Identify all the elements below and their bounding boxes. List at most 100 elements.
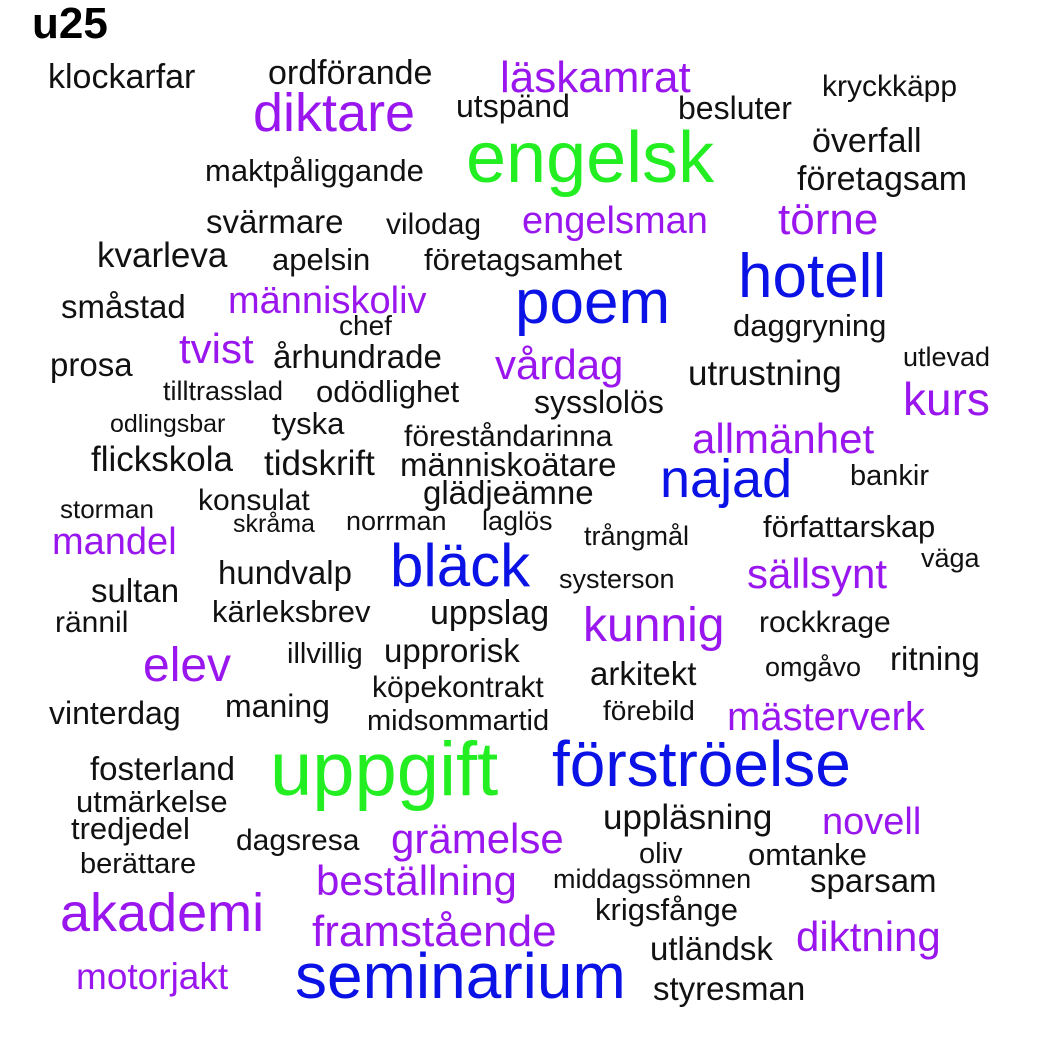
cloud-word: framstående [312,907,557,956]
cloud-word: vinterdag [49,695,181,731]
cloud-word: storman [60,494,154,524]
cloud-word: tredjedel [71,811,190,846]
cloud-word: tidskrift [264,444,375,483]
cloud-word: systerson [559,564,675,594]
cloud-word: företagsam [797,160,968,198]
cloud-word: människoätare [400,446,617,483]
cloud-word: laglös [482,506,553,536]
cloud-word: omgåvo [765,652,862,682]
cloud-word: utspänd [456,88,570,124]
cloud-word: hotell [738,242,887,311]
cloud-word: apelsin [272,242,371,277]
cloud-word: novell [822,801,922,843]
cloud-word: bläck [390,532,531,599]
cloud-word: tilltrasslad [163,376,284,406]
cloud-word: utlevad [903,342,991,372]
cloud-word: dagsresa [236,824,360,857]
cloud-word: chef [339,310,392,341]
cloud-word: utrustning [688,354,842,393]
cloud-word: illvillig [287,638,363,670]
cloud-word: konsulat [198,484,310,517]
cloud-word: väga [921,543,980,573]
cloud-word: odlingsbar [110,410,226,438]
cloud-word: daggryning [733,308,887,343]
cloud-word: oliv [639,838,683,870]
cloud-word: omtanke [748,837,867,872]
cloud-word: rockkrage [759,606,891,639]
cloud-word: beställning [316,857,517,904]
cloud-word: köpekontrakt [372,671,544,704]
cloud-word: törne [778,195,879,244]
cloud-word: elev [143,639,232,692]
cloud-word: föreståndarinna [404,420,613,453]
cloud-word: krigsfånge [595,892,739,927]
cloud-word: småstad [61,288,186,325]
cloud-word: poem [515,268,671,337]
cloud-word: svärmare [206,203,344,240]
cloud-word: sultan [91,572,180,609]
cloud-word: middagssömnen [553,864,752,894]
cloud-word: mästerverk [727,695,925,739]
cloud-word: motorjakt [76,956,229,997]
cloud-word: bankir [850,460,929,492]
cloud-word: skråma [233,510,315,538]
cloud-word: najad [660,449,793,509]
cloud-word: flickskola [91,440,233,479]
cloud-word: kurs [903,373,990,425]
cloud-word: uppslag [430,594,550,632]
cloud-word: vilodag [386,208,482,241]
cloud-word: utländsk [650,930,773,967]
cloud-word: läskamrat [500,53,691,102]
cloud-word: engelsman [522,200,708,242]
cloud-word: besluter [678,90,792,126]
cloud-word: berättare [80,848,197,880]
cloud-word: styresman [653,970,806,1007]
cloud-word: uppgift [270,727,499,812]
cloud-word: trångmål [584,521,690,551]
cloud-word: ritning [890,640,980,677]
cloud-word: prosa [50,346,133,383]
cloud-word: vårdag [495,341,624,388]
cloud-word: förebild [603,695,695,726]
cloud-word: sysslolös [534,384,664,420]
cloud-word: överfall [812,122,922,160]
cloud-word: upprorisk [384,632,520,669]
cloud-word: akademi [60,883,265,943]
cloud-word: mandel [52,521,177,563]
cloud-word: ordförande [268,54,433,92]
cloud-word: grämelse [391,815,564,862]
cloud-word: fosterland [90,750,235,787]
cloud-word: klockarfar [48,58,196,96]
cloud-word: rännil [55,606,129,639]
cloud-word: sällsynt [747,550,888,597]
cloud-word: seminarium [295,940,626,1012]
cloud-word: företagsamhet [424,242,623,277]
cloud-word: kryckkäpp [822,70,958,103]
cloud-word: maktpåliggande [205,153,424,188]
cloud-word: arkitekt [590,655,697,692]
cloud-word: midsommartid [367,705,550,737]
cloud-word: kunnig [583,599,725,652]
cloud-word: förströelse [552,728,851,800]
cloud-word: utmärkelse [76,784,228,819]
cloud-word: människoliv [228,280,427,322]
cloud-word: diktare [253,83,416,143]
cloud-word: kvarleva [97,236,228,275]
cloud-word: norrman [346,506,447,536]
cloud-title: u25 [32,0,108,48]
cloud-word: diktning [796,913,941,960]
cloud-word: hundvalp [218,554,352,591]
cloud-word: allmänhet [692,415,875,462]
cloud-word: uppläsning [603,798,773,837]
cloud-word: engelsk [466,118,715,198]
cloud-word: kärleksbrev [212,594,371,629]
cloud-word: glädjeämne [423,474,594,511]
cloud-word: sparsam [810,862,937,899]
cloud-word: odödlighet [316,374,460,409]
cloud-word: tyska [272,406,345,441]
cloud-word: tvist [179,325,254,372]
cloud-word: maning [225,688,330,724]
cloud-word: århundrade [273,338,442,375]
cloud-word: författarskap [763,509,936,544]
